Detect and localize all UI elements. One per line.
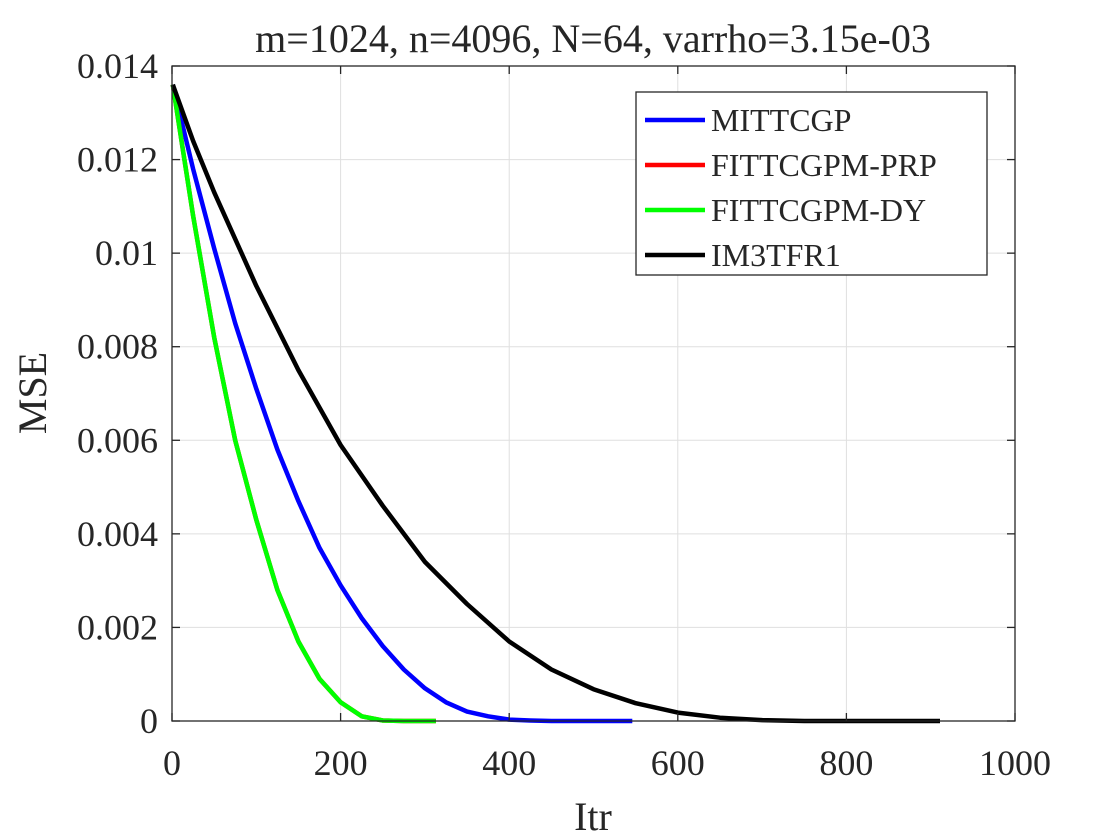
y-tick-label: 0.014 bbox=[77, 46, 158, 86]
series-line-mittcgp bbox=[170, 84, 633, 724]
legend-box bbox=[635, 91, 988, 276]
x-tick-label: 400 bbox=[482, 743, 536, 783]
x-axis-label: Itr bbox=[574, 794, 612, 839]
chart-title: m=1024, n=4096, N=64, varrho=3.15e-03 bbox=[255, 16, 931, 61]
legend: MITTCGP FITTCGPM-PRP FITTCGPM-DY IM3TFR1 bbox=[635, 91, 988, 276]
legend-label: IM3TFR1 bbox=[711, 237, 841, 273]
plot-area-frame bbox=[171, 65, 1016, 722]
y-tick-label: 0.006 bbox=[77, 420, 158, 460]
series-line-fittcgpm-dy bbox=[170, 84, 436, 724]
y-tick-label: 0.01 bbox=[95, 233, 158, 273]
x-tick-label: 0 bbox=[163, 743, 181, 783]
series-line-fittcgpm-prp bbox=[170, 84, 436, 724]
x-tick-label: 800 bbox=[819, 743, 873, 783]
legend-label: FITTCGPM-PRP bbox=[711, 147, 937, 183]
legend-label: FITTCGPM-DY bbox=[711, 192, 926, 228]
legend-label: MITTCGP bbox=[711, 102, 851, 138]
x-tick-label: 200 bbox=[314, 743, 368, 783]
x-tick-label: 1000 bbox=[979, 743, 1051, 783]
y-tick-label: 0.012 bbox=[77, 140, 158, 180]
x-tick-label: 600 bbox=[651, 743, 705, 783]
y-tick-label: 0.008 bbox=[77, 327, 158, 367]
y-tick-label: 0.004 bbox=[77, 514, 158, 554]
axis-ticks: 0 200 400 600 800 1000 0 0.002 0.004 0.006 0.008 0.… bbox=[77, 46, 1051, 783]
y-tick-label: 0 bbox=[140, 701, 158, 741]
y-tick-label: 0.002 bbox=[77, 607, 158, 647]
y-axis-label: MSE bbox=[10, 352, 55, 434]
